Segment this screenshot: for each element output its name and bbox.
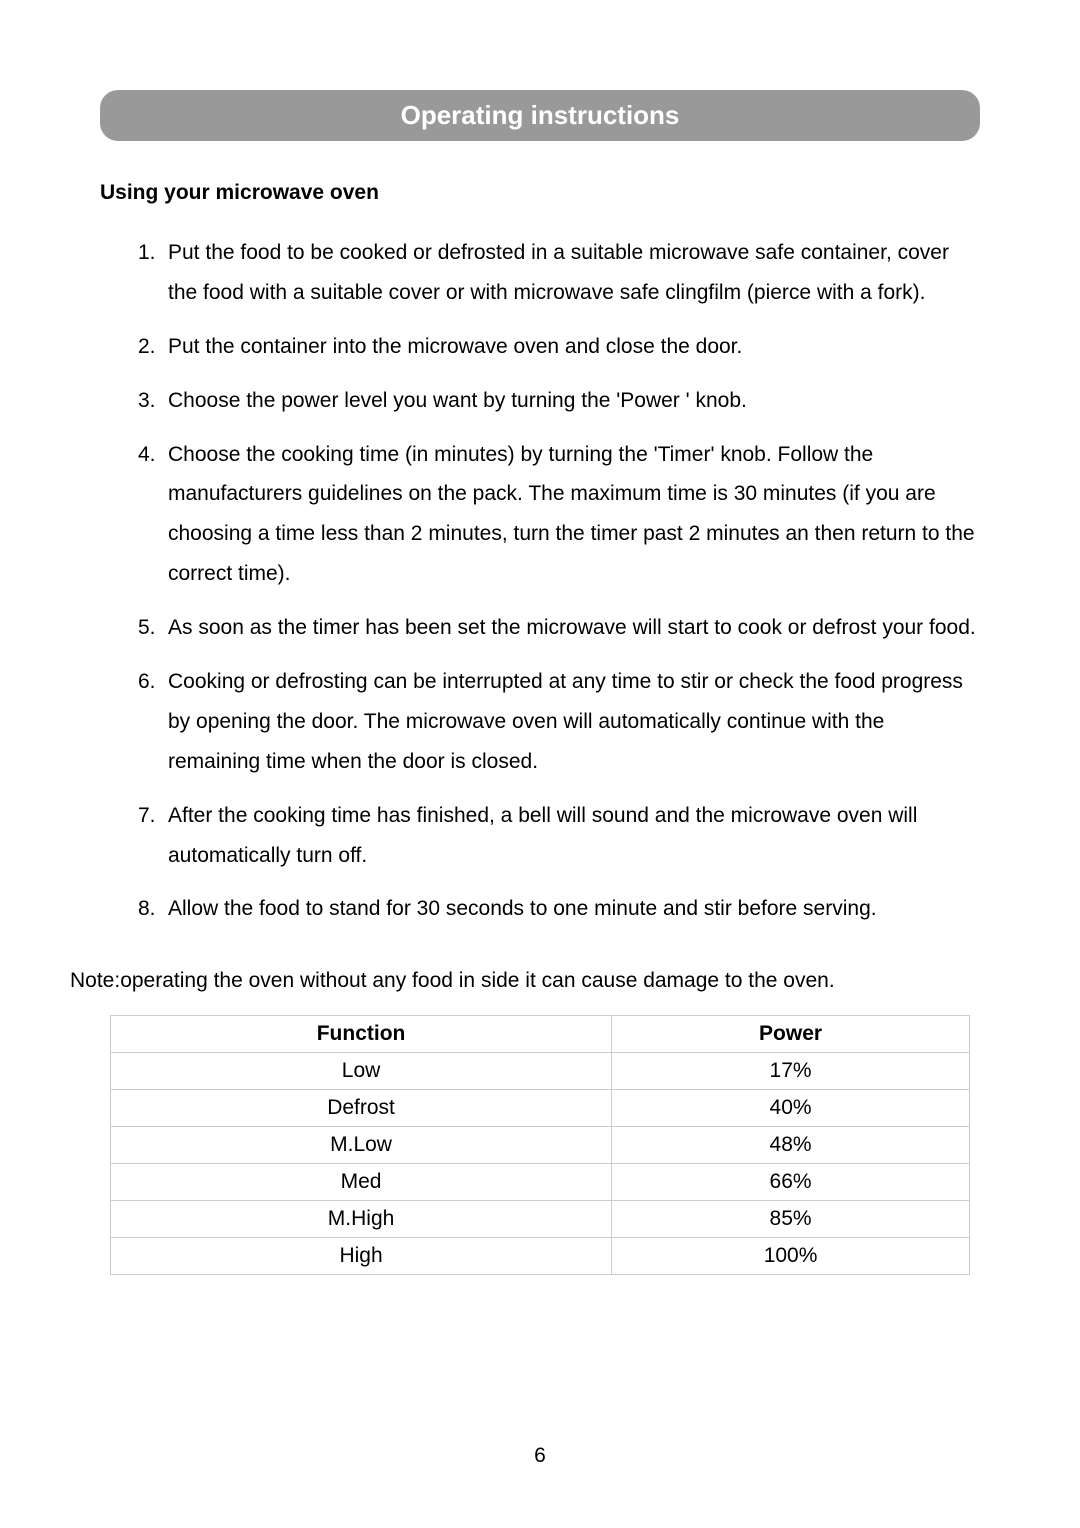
note-text: Note:operating the oven without any food… — [70, 969, 980, 993]
table-header-row: Function Power — [111, 1016, 970, 1053]
table-row: High 100% — [111, 1238, 970, 1275]
table-cell: 17% — [612, 1053, 970, 1090]
page-number: 6 — [0, 1444, 1080, 1468]
table-row: M.High 85% — [111, 1201, 970, 1238]
table-row: Defrost 40% — [111, 1090, 970, 1127]
list-number: 8. — [138, 889, 156, 929]
table-cell: Defrost — [111, 1090, 612, 1127]
table-cell: 100% — [612, 1238, 970, 1275]
list-text: Put the food to be cooked or defrosted i… — [168, 241, 949, 304]
list-item: 6. Cooking or defrosting can be interrupt… — [138, 662, 980, 782]
instructions-list: 1. Put the food to be cooked or defrosted… — [100, 233, 980, 929]
list-text: Choose the cooking time (in minutes) by … — [168, 443, 975, 586]
list-number: 6. — [138, 662, 156, 702]
list-item: 5. As soon as the timer has been set the… — [138, 608, 980, 648]
table-row: Low 17% — [111, 1053, 970, 1090]
list-number: 5. — [138, 608, 156, 648]
list-number: 1. — [138, 233, 156, 273]
list-number: 2. — [138, 327, 156, 367]
list-text: As soon as the timer has been set the mi… — [168, 616, 976, 639]
table-row: Med 66% — [111, 1164, 970, 1201]
list-item: 7. After the cooking time has finished, a… — [138, 796, 980, 876]
list-item: 8. Allow the food to stand for 30 seconds… — [138, 889, 980, 929]
table-cell: 40% — [612, 1090, 970, 1127]
list-text: Cooking or defrosting can be interrupted… — [168, 670, 963, 773]
power-table-wrapper: Function Power Low 17% Defrost 40% M.Low… — [100, 1015, 980, 1275]
power-table: Function Power Low 17% Defrost 40% M.Low… — [110, 1015, 970, 1275]
list-text: Choose the power level you want by turni… — [168, 389, 747, 412]
table-cell: M.Low — [111, 1127, 612, 1164]
table-header-power: Power — [612, 1016, 970, 1053]
table-row: M.Low 48% — [111, 1127, 970, 1164]
list-text: After the cooking time has finished, a b… — [168, 804, 917, 867]
list-number: 7. — [138, 796, 156, 836]
table-cell: M.High — [111, 1201, 612, 1238]
list-item: 4. Choose the cooking time (in minutes) b… — [138, 435, 980, 595]
list-text: Put the container into the microwave ove… — [168, 335, 742, 358]
list-text: Allow the food to stand for 30 seconds t… — [168, 897, 877, 920]
table-cell: 48% — [612, 1127, 970, 1164]
list-item: 2. Put the container into the microwave o… — [138, 327, 980, 367]
list-item: 3. Choose the power level you want by tur… — [138, 381, 980, 421]
table-cell: Med — [111, 1164, 612, 1201]
list-number: 3. — [138, 381, 156, 421]
table-cell: 66% — [612, 1164, 970, 1201]
header-banner: Operating instructions — [100, 90, 980, 141]
table-cell: 85% — [612, 1201, 970, 1238]
table-cell: Low — [111, 1053, 612, 1090]
list-number: 4. — [138, 435, 156, 475]
page-title: Operating instructions — [401, 100, 680, 130]
table-cell: High — [111, 1238, 612, 1275]
table-header-function: Function — [111, 1016, 612, 1053]
list-item: 1. Put the food to be cooked or defrosted… — [138, 233, 980, 313]
section-heading: Using your microwave oven — [100, 181, 980, 205]
